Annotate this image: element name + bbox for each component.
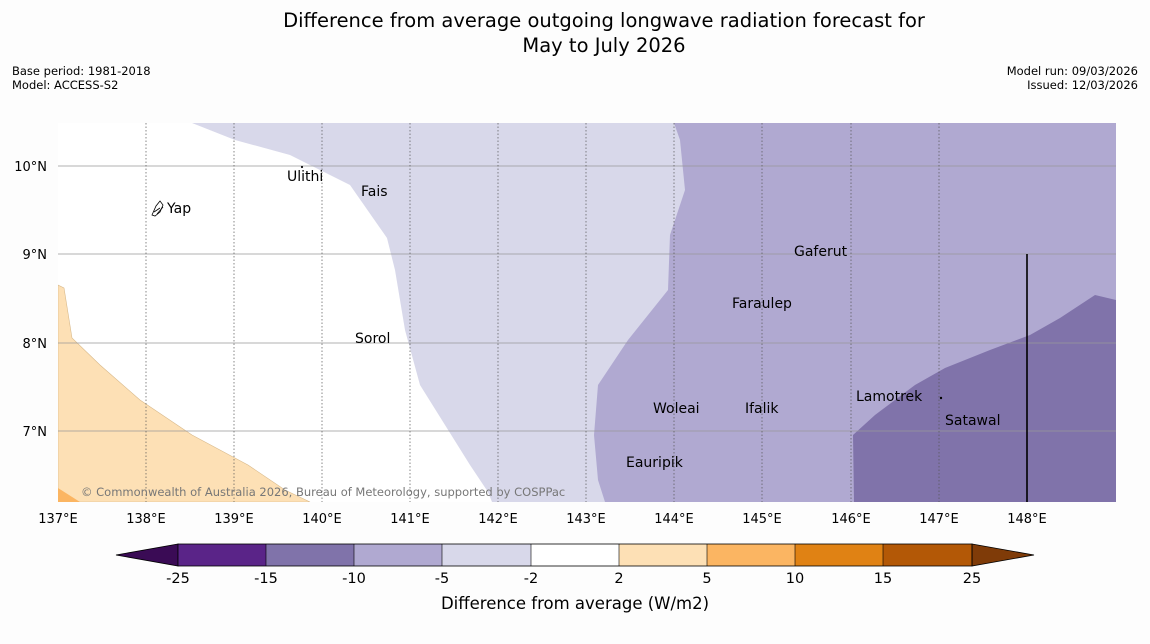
place-label-eauripik: Eauripik bbox=[626, 455, 684, 471]
yap-island-detail bbox=[153, 206, 164, 215]
colorbar-tick-labels: -25 -15 -10 -5 -2 2 5 10 15 25 bbox=[166, 571, 981, 587]
lon-label-144e: 144°E bbox=[654, 512, 694, 527]
colorbar-tick-7: 5 bbox=[702, 571, 711, 587]
colorbar-bin-1 bbox=[178, 544, 266, 566]
lon-label-141e: 141°E bbox=[390, 512, 430, 527]
colorbar-bin-3 bbox=[354, 544, 442, 566]
copyright-text: © Commonwealth of Australia 2026, Bureau… bbox=[81, 485, 565, 499]
colorbar-bin-6 bbox=[619, 544, 707, 566]
colorbar-bin-8 bbox=[795, 544, 883, 566]
issued-text: Issued: 12/03/2026 bbox=[1027, 77, 1138, 92]
meta-right: Model run: 09/03/2026 Issued: 12/03/2026 bbox=[1006, 64, 1138, 92]
colorbar-tick-3: -10 bbox=[342, 571, 366, 587]
title-line-2: May to July 2026 bbox=[522, 34, 686, 57]
anomaly-band-plus-5-to-10 bbox=[58, 488, 80, 502]
colorbar-bin-5 bbox=[531, 544, 619, 566]
title-line-1: Difference from average outgoing longwav… bbox=[283, 9, 925, 32]
lon-label-137e: 137°E bbox=[38, 512, 78, 527]
lon-label-140e: 140°E bbox=[302, 512, 342, 527]
lat-axis-labels: 10°N 9°N 8°N 7°N bbox=[14, 160, 47, 440]
pikelot-island bbox=[939, 396, 943, 400]
lon-label-147e: 147°E bbox=[919, 512, 959, 527]
lat-label-7n: 7°N bbox=[23, 425, 48, 440]
lat-label-10n: 10°N bbox=[14, 160, 47, 175]
lon-label-139e: 139°E bbox=[214, 512, 254, 527]
yap-island-outline bbox=[151, 200, 164, 217]
model-text: Model: ACCESS-S2 bbox=[12, 77, 119, 92]
colorbar-tick-1: -25 bbox=[166, 571, 190, 587]
model-run-text: Model run: 09/03/2026 bbox=[1006, 64, 1138, 78]
ulithi-atoll bbox=[300, 165, 304, 169]
colorbar-extend-low bbox=[115, 543, 179, 567]
colorbar-tick-8: 10 bbox=[786, 571, 804, 587]
colorbar-tick-10: 25 bbox=[963, 571, 981, 587]
base-period-text: Base period: 1981-2018 bbox=[12, 64, 151, 78]
colorbar-tick-2: -15 bbox=[254, 571, 278, 587]
colorbar-tick-6: 2 bbox=[614, 571, 623, 587]
place-labels: Yap Ulithi Fais Sorol Gaferut Faraulep W… bbox=[166, 169, 1000, 471]
anomaly-band-minus-10-to-15 bbox=[853, 295, 1116, 502]
colorbar-title: Difference from average (W/m2) bbox=[440, 594, 710, 613]
lon-label-148e: 148°E bbox=[1007, 512, 1047, 527]
colorbar-tick-9: 15 bbox=[874, 571, 892, 587]
lon-label-146e: 146°E bbox=[831, 512, 871, 527]
colorbar-extend-high bbox=[971, 543, 1035, 567]
colorbar-bin-4 bbox=[442, 544, 531, 566]
lon-label-145e: 145°E bbox=[742, 512, 782, 527]
lon-label-142e: 142°E bbox=[478, 512, 518, 527]
lat-label-8n: 8°N bbox=[23, 337, 48, 352]
place-label-lamotrek: Lamotrek bbox=[856, 389, 923, 405]
place-label-ifalik: Ifalik bbox=[745, 401, 779, 417]
colorbar: -25 -15 -10 -5 -2 2 5 10 15 25 bbox=[115, 543, 1035, 587]
place-label-fais: Fais bbox=[361, 184, 388, 200]
lon-label-143e: 143°E bbox=[566, 512, 606, 527]
meta-left: Base period: 1981-2018 Model: ACCESS-S2 bbox=[12, 64, 151, 92]
lon-axis-labels: 137°E 138°E 139°E 140°E 141°E 142°E 143°… bbox=[38, 512, 1047, 527]
colorbar-tick-5: -2 bbox=[524, 571, 538, 587]
island-outlines bbox=[151, 165, 943, 400]
place-label-ulithi: Ulithi bbox=[287, 169, 323, 185]
colorbar-tick-4: -5 bbox=[435, 571, 449, 587]
colorbar-bin-7 bbox=[707, 544, 795, 566]
map-area: Yap Ulithi Fais Sorol Gaferut Faraulep W… bbox=[58, 123, 1116, 502]
place-label-yap: Yap bbox=[166, 201, 191, 217]
place-label-sorol: Sorol bbox=[355, 331, 390, 347]
colorbar-dividers bbox=[265, 544, 884, 566]
place-label-woleai: Woleai bbox=[653, 401, 700, 417]
colorbar-bin-2 bbox=[266, 544, 354, 566]
gridlines bbox=[58, 123, 1116, 502]
anomaly-band-plus-2-to-5 bbox=[58, 284, 311, 502]
place-label-gaferut: Gaferut bbox=[794, 244, 848, 260]
place-label-faraulep: Faraulep bbox=[732, 296, 792, 312]
place-label-satawal: Satawal bbox=[945, 413, 1000, 429]
colorbar-bin-9 bbox=[883, 544, 972, 566]
map-title: Difference from average outgoing longwav… bbox=[0, 8, 1150, 58]
colorbar-frame bbox=[177, 543, 973, 567]
lon-label-138e: 138°E bbox=[126, 512, 166, 527]
lat-label-9n: 9°N bbox=[23, 248, 48, 263]
